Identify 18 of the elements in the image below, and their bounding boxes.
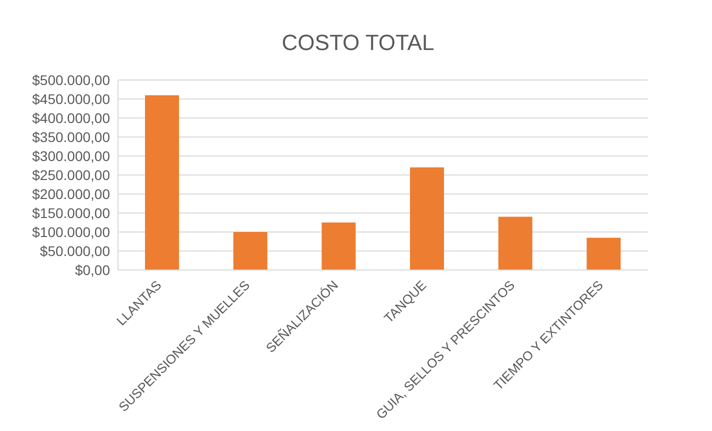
y-tick-label: $400.000,00 [32,110,110,126]
bar [410,167,444,270]
bar [145,95,179,270]
bar [586,238,621,270]
y-tick-label: $0,00 [74,262,110,278]
y-tick-label: $500.000,00 [32,72,110,88]
y-tick-label: $150.000,00 [32,204,110,221]
y-tick-label: $200.000,00 [32,186,110,202]
bar [322,222,356,270]
y-tick-label: $300.000,00 [32,148,110,164]
chart-title: COSTO TOTAL [280,29,436,57]
bar [233,232,268,270]
y-tick-label: $100.000,00 [32,224,110,240]
y-tick-label: $50.000,00 [40,242,110,259]
y-tick-label: $450.000,00 [32,90,110,107]
y-tick-label: $350.000,00 [32,128,110,145]
y-tick-label: $250.000,00 [32,166,110,183]
bar [498,216,532,270]
